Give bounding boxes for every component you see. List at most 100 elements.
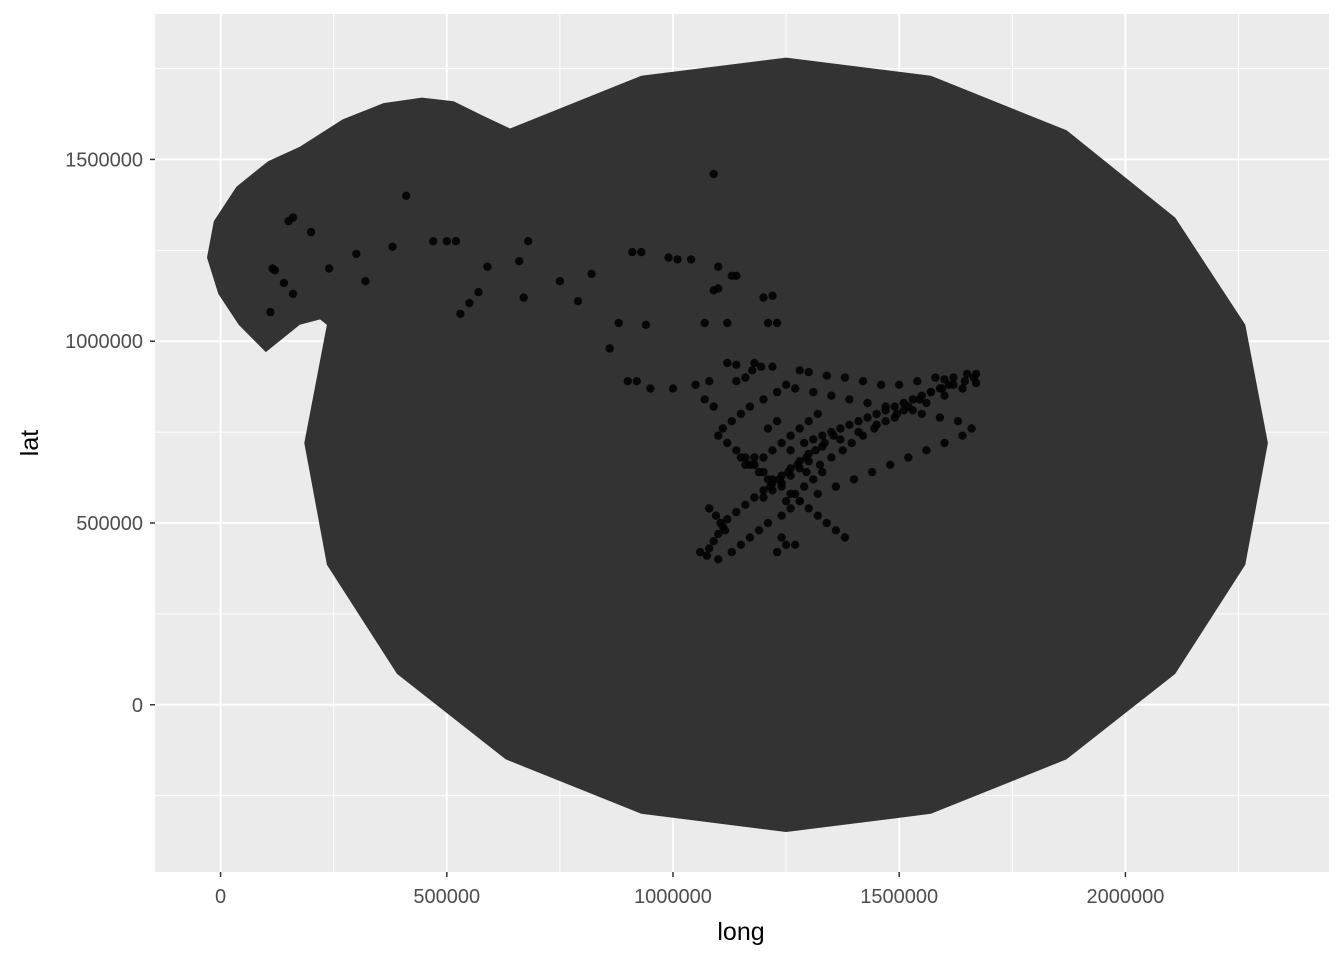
data-point: [759, 453, 768, 462]
data-point: [904, 453, 913, 462]
data-point: [795, 464, 804, 473]
data-point: [745, 533, 755, 542]
data-point: [279, 278, 289, 288]
data-point: [727, 547, 736, 557]
data-point: [931, 373, 940, 382]
data-point: [709, 537, 718, 546]
data-point: [723, 515, 732, 524]
data-point: [673, 255, 682, 264]
data-point: [813, 409, 822, 419]
data-point: [705, 377, 714, 386]
data-point: [732, 271, 741, 280]
data-point: [940, 438, 949, 448]
data-point: [938, 384, 947, 393]
data-point: [714, 431, 723, 440]
data-point: [960, 377, 969, 386]
data-point: [845, 420, 854, 429]
data-point: [822, 371, 831, 380]
data-point: [714, 284, 723, 293]
data-point: [872, 409, 881, 419]
data-point: [949, 380, 958, 389]
data-point: [795, 366, 804, 375]
x-tick-label: 1500000: [860, 886, 938, 908]
data-point: [840, 533, 850, 542]
data-point: [732, 446, 741, 455]
data-point: [709, 169, 718, 179]
data-point: [646, 384, 655, 393]
data-point: [750, 453, 759, 462]
data-point: [637, 247, 646, 257]
data-point: [714, 529, 723, 539]
data-point: [732, 507, 741, 517]
data-point: [838, 446, 847, 455]
x-tick-label: 0: [215, 886, 226, 908]
data-point: [802, 467, 811, 477]
data-point: [800, 482, 809, 491]
data-point: [668, 384, 678, 393]
data-point: [958, 431, 967, 440]
data-point: [836, 435, 845, 444]
data-point: [804, 504, 813, 513]
data-point: [811, 446, 820, 455]
data-point: [926, 387, 936, 397]
data-point: [361, 277, 370, 286]
data-point: [949, 373, 958, 382]
data-point: [881, 406, 890, 415]
data-point: [763, 318, 773, 328]
data-point: [716, 518, 725, 528]
data-point: [388, 242, 397, 251]
data-point: [863, 413, 872, 422]
data-point: [474, 287, 483, 297]
y-axis-title: lat: [16, 430, 44, 456]
data-point: [605, 344, 614, 353]
data-point: [786, 504, 795, 513]
data-point: [867, 467, 877, 477]
data-point: [847, 438, 856, 448]
data-point: [465, 298, 474, 308]
data-point: [515, 257, 524, 266]
data-point: [723, 318, 732, 328]
data-point: [628, 247, 637, 257]
data-point: [442, 237, 451, 246]
data-point: [714, 555, 723, 564]
data-point: [759, 486, 768, 495]
data-point: [288, 289, 298, 299]
data-point: [772, 318, 782, 328]
data-point: [702, 551, 712, 560]
data-point: [917, 409, 926, 419]
data-point: [555, 277, 565, 286]
data-point: [401, 191, 411, 200]
data-point: [741, 373, 750, 382]
data-point: [940, 391, 949, 400]
data-point: [777, 478, 786, 488]
data-point: [971, 369, 981, 379]
data-point: [754, 467, 764, 477]
data-point: [922, 398, 931, 408]
data-point: [804, 417, 813, 426]
data-point: [763, 518, 773, 528]
data-point: [777, 533, 786, 542]
data-point: [614, 318, 623, 328]
data-point: [953, 417, 963, 426]
data-point: [768, 362, 777, 371]
data-point: [759, 395, 768, 404]
data-point: [429, 237, 438, 246]
data-point: [800, 438, 809, 448]
data-point: [524, 237, 533, 246]
data-point: [845, 395, 854, 404]
data-point: [820, 438, 829, 448]
data-point: [483, 262, 492, 271]
data-point: [809, 475, 818, 484]
data-point: [858, 377, 868, 386]
data-point: [804, 367, 813, 377]
data-point: [804, 457, 813, 466]
data-point: [881, 417, 890, 426]
data-point: [623, 377, 632, 386]
data-point: [913, 377, 922, 386]
data-point: [813, 511, 822, 520]
data-point: [750, 460, 759, 469]
data-point: [325, 264, 334, 273]
data-point: [967, 424, 976, 433]
data-point: [711, 511, 721, 520]
